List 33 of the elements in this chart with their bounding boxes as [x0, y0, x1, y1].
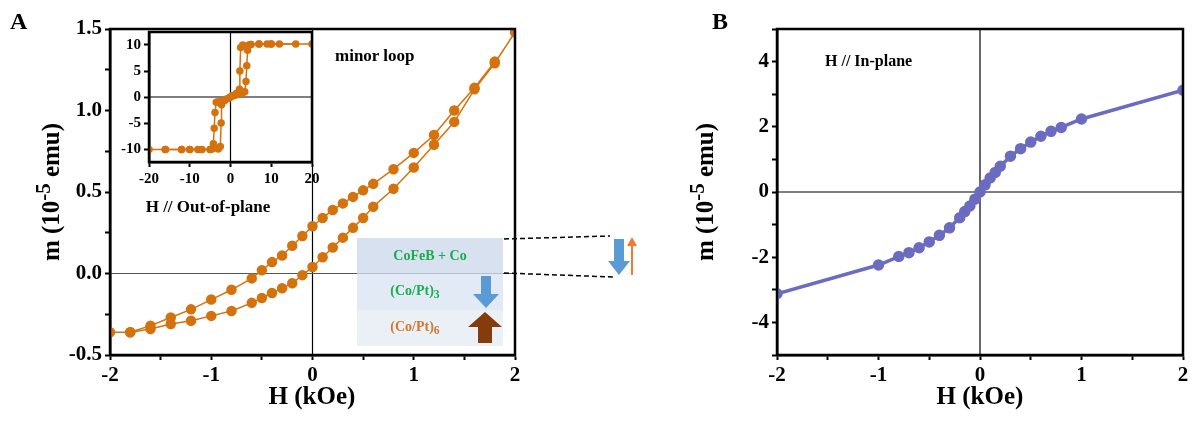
x-tick-label: -1 — [202, 362, 220, 387]
x-tick-label: -20 — [139, 169, 159, 186]
x-tick-label: 2 — [1177, 362, 1189, 387]
x-tick-label: -1 — [869, 362, 888, 387]
y-tick-label: -0.5 — [68, 341, 102, 366]
annotation: (Co/Pt)$_{3}$ — [390, 282, 440, 302]
y-tick-label: 5 — [133, 61, 141, 78]
x-tick-label: -2 — [101, 362, 119, 387]
y-tick-label: 2 — [758, 113, 769, 138]
y-tick-label: 0.0 — [75, 259, 102, 284]
x-tick-label: 1 — [1076, 362, 1087, 387]
y-tick-label: 0 — [133, 87, 141, 104]
text: B — [712, 8, 729, 35]
x-tick-label: 2 — [509, 362, 521, 387]
y-tick-label: 0.5 — [75, 178, 102, 203]
annotation: CoFeB + Co — [393, 248, 467, 264]
y-tick-label: 4 — [758, 48, 770, 73]
y-tick-label: -4 — [751, 308, 770, 333]
x-tick-label: -10 — [179, 169, 200, 186]
x-tick-label: 1 — [408, 362, 419, 387]
y-tick-label: -10 — [121, 139, 141, 156]
y-tick-label: 10 — [126, 35, 141, 52]
annotation: minor loop — [335, 46, 415, 66]
annotation: (Co/Pt)$_{6}$ — [390, 318, 440, 338]
x-tick-label: 0 — [226, 169, 235, 186]
y-tick-label: 1.5 — [75, 15, 102, 40]
text: A — [10, 8, 28, 35]
y-tick-label: -2 — [751, 243, 769, 268]
y-tick-label: -5 — [128, 113, 141, 130]
x-tick-label: 10 — [263, 169, 279, 186]
x-axis-title: H // Out-of-plane — [145, 197, 271, 217]
y-tick-label: 1.0 — [75, 96, 102, 121]
annotation: H // In-plane — [825, 52, 913, 70]
